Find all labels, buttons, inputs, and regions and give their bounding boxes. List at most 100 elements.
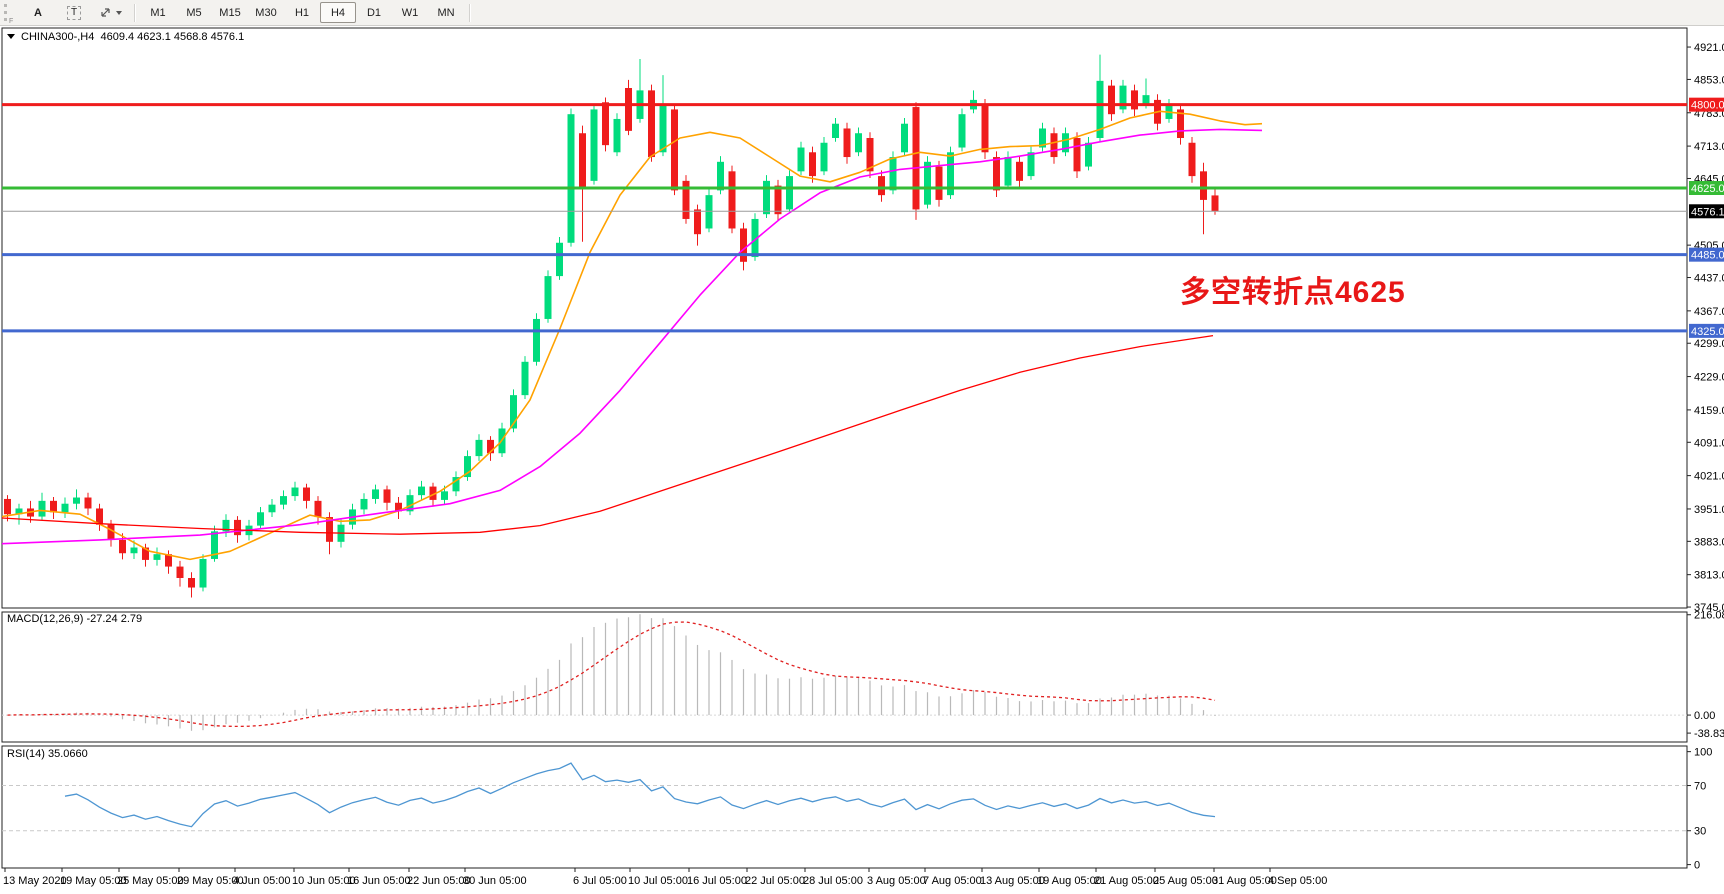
date-tick-label: 13 Aug 05:00 — [980, 875, 1045, 887]
bear-candle — [740, 228, 747, 262]
bear-candle — [1131, 90, 1138, 110]
date-tick-label: 16 Jul 05:00 — [687, 875, 747, 887]
price-badge-label: 4325.0 — [1691, 326, 1724, 338]
bull-candle — [556, 242, 563, 277]
bull-candle — [61, 503, 69, 513]
bull-candle — [832, 123, 839, 138]
font-tool-button[interactable]: A — [34, 6, 42, 19]
timeframe-button-m1[interactable]: M1 — [150, 6, 166, 19]
bull-candle — [73, 497, 80, 504]
bull-candle — [567, 114, 575, 243]
cursor-arrows-tool-button[interactable] — [92, 2, 129, 23]
bull-candle — [268, 504, 276, 513]
toolbar-drag-handle[interactable]: F — [4, 4, 15, 25]
bull-candle — [590, 109, 598, 181]
rsi-indicator-label: RSI(14) 35.0660 — [7, 748, 88, 760]
bull-candle — [1085, 142, 1092, 167]
price-tick-label: 4299.0 — [1694, 338, 1724, 350]
bull-candle — [705, 195, 713, 229]
dropdown-caret-icon — [116, 10, 122, 15]
price-badge — [1689, 204, 1724, 219]
bear-candle — [878, 176, 885, 196]
bear-candle — [1108, 85, 1115, 115]
bull-candle — [475, 439, 483, 457]
macd-signal-line — [7, 621, 1216, 728]
bear-candle — [682, 180, 690, 219]
price-tick-label: 4853.0 — [1694, 74, 1724, 86]
price-tick-label: 3951.0 — [1694, 504, 1724, 516]
bear-candle — [1016, 161, 1023, 181]
date-tick-label: 30 Jun 05:00 — [463, 875, 527, 887]
bear-candle — [981, 104, 989, 153]
bull-candle — [924, 161, 931, 205]
price-tick-label: 4713.0 — [1694, 141, 1724, 153]
date-tick-label: 4 Sep 05:00 — [1268, 875, 1327, 887]
bull-candle — [452, 477, 460, 492]
date-tick-label: 21 Aug 05:00 — [1094, 875, 1159, 887]
date-tick-label: 7 Aug 05:00 — [923, 875, 982, 887]
symbol-dropdown-triangle-icon[interactable] — [7, 34, 15, 39]
bull-candle — [947, 152, 954, 196]
bear-candle — [119, 539, 126, 554]
price-tick-label: 4921.0 — [1694, 42, 1724, 54]
bear-candle — [326, 517, 333, 542]
price-tick-label: 3745.0 — [1694, 602, 1724, 614]
bull-candle — [1119, 85, 1127, 110]
date-tick-label: 22 Jul 05:00 — [745, 875, 805, 887]
timeframe-button-h1[interactable]: H1 — [294, 6, 310, 19]
bear-candle — [4, 498, 11, 515]
bull-candle — [441, 491, 448, 500]
bull-candle — [360, 498, 368, 510]
bear-candle — [1073, 138, 1081, 172]
bear-candle — [912, 107, 920, 210]
date-tick-label: 3 Aug 05:00 — [867, 875, 926, 887]
date-tick-label: 25 Aug 05:00 — [1153, 875, 1218, 887]
bull-candle — [199, 558, 207, 588]
timeframe-button-mn[interactable]: MN — [437, 6, 455, 19]
bull-candle — [763, 180, 770, 215]
date-tick-label: 6 Jul 05:00 — [573, 875, 627, 887]
bull-candle — [280, 496, 287, 505]
rsi-panel[interactable] — [1, 745, 1688, 869]
price-badge-label: 4800.0 — [1691, 100, 1724, 112]
chart-text-annotation[interactable]: 多空转折点4625 — [1180, 276, 1406, 309]
bull-candle — [1004, 157, 1012, 186]
timeframe-button-w1[interactable]: W1 — [401, 6, 419, 19]
bear-candle — [303, 487, 310, 501]
bull-candle — [406, 495, 414, 512]
price-badge-label: 4576.1 — [1691, 206, 1724, 218]
cursor-arrows-icon — [101, 8, 110, 17]
bear-candle — [1177, 109, 1184, 138]
timeframe-button-d1[interactable]: D1 — [366, 6, 382, 19]
bear-candle — [1188, 142, 1196, 177]
bull-candle — [797, 147, 805, 172]
macd-tick-label: -38.83 — [1694, 728, 1724, 740]
price-badge — [1689, 323, 1724, 338]
date-tick-label: 10 Jun 05:00 — [292, 875, 356, 887]
bull-candle — [544, 276, 552, 319]
timeframe-button-m15[interactable]: M15 — [219, 6, 241, 19]
timeframe-button-m30[interactable]: M30 — [255, 6, 277, 19]
bull-candle — [291, 487, 299, 497]
bull-candle — [786, 176, 793, 210]
bear-candle — [314, 500, 322, 518]
rsi-plot-group — [2, 762, 1687, 832]
bull-candle — [257, 512, 264, 526]
bear-candle — [96, 508, 103, 525]
price-tick-label: 4159.0 — [1694, 405, 1724, 417]
chart-canvas[interactable]: 4921.04853.04783.04713.04645.04505.04437… — [0, 26, 1724, 894]
bear-candle — [50, 500, 57, 513]
text-box-tool-button[interactable]: T — [56, 2, 92, 23]
bull-candle — [717, 161, 724, 191]
timeframe-button-m5[interactable]: M5 — [186, 6, 202, 19]
bear-candle — [1050, 133, 1058, 158]
price-badge — [1689, 97, 1724, 112]
bear-candle — [648, 90, 655, 158]
bull-candle — [1062, 133, 1069, 153]
price-tick-label: 4091.0 — [1694, 437, 1724, 449]
main-chart-panel[interactable] — [1, 27, 1688, 609]
bull-candle — [521, 361, 529, 396]
bear-candle — [694, 209, 701, 235]
bear-candle — [843, 128, 851, 158]
timeframe-button-h4[interactable]: H4 — [320, 2, 356, 23]
